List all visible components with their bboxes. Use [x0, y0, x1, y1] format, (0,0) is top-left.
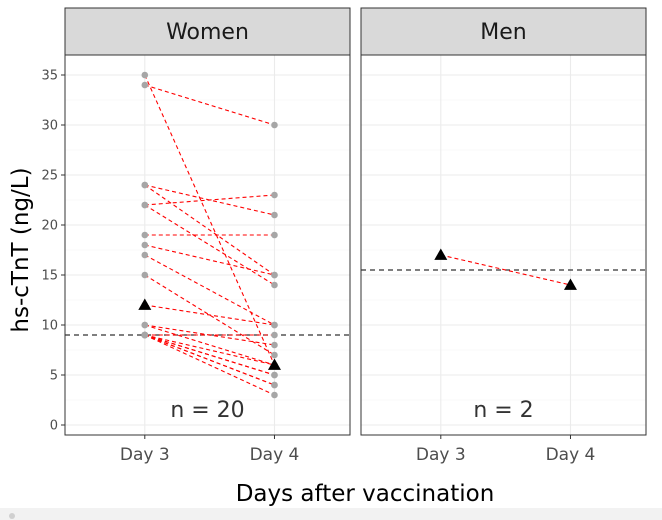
paired-line — [144, 274, 275, 356]
paired-line — [144, 84, 275, 126]
data-point — [141, 251, 149, 259]
x-axis-title: Days after vaccination — [236, 481, 495, 507]
sample-size-label: n = 2 — [473, 398, 533, 423]
paired-line — [144, 194, 275, 206]
data-point — [271, 211, 278, 219]
y-axis-title: hs-cTnT (ng/L) — [8, 167, 34, 332]
paired-line — [144, 184, 275, 276]
facet-strip — [360, 7, 647, 56]
x-tick-label: Day 4 — [546, 445, 596, 465]
x-tick-label: Day 3 — [120, 445, 170, 465]
footer-dot — [9, 513, 15, 519]
data-point — [271, 341, 278, 349]
data-point — [271, 191, 278, 199]
data-point — [141, 331, 149, 339]
facet-strip-label: Men — [480, 20, 526, 45]
data-point — [271, 321, 278, 329]
y-tick-label: 25 — [41, 169, 58, 184]
data-point — [271, 121, 278, 129]
sample-size-label: n = 20 — [170, 398, 244, 423]
mean-marker — [138, 298, 152, 310]
data-point — [271, 331, 278, 339]
mean-marker — [267, 358, 281, 370]
paired-line — [144, 334, 275, 386]
facet-strip — [64, 7, 351, 56]
y-tick-label: 20 — [41, 219, 58, 234]
y-tick-label: 0 — [50, 419, 58, 434]
panels-layer: Women n = 20 Day 3 Day 4 0 5 10 15 20 25 30 35 Men n … — [41, 7, 647, 465]
data-point — [271, 391, 278, 399]
y-tick-label: 10 — [41, 319, 58, 334]
y-tick-label: 15 — [41, 269, 58, 284]
data-point — [141, 231, 149, 239]
data-point — [271, 381, 278, 389]
data-point — [271, 371, 278, 379]
panel-women: Women n = 20 Day 3 Day 4 0 5 10 15 20 25 30 35 — [41, 7, 351, 465]
panel-men: Men n = 2 Day 3 Day 4 — [360, 7, 647, 465]
paired-line — [144, 324, 275, 366]
y-tick-label: 5 — [50, 369, 58, 384]
data-point — [141, 201, 149, 209]
facet-strip-label: Women — [166, 20, 249, 45]
paired-line — [144, 304, 275, 326]
data-point — [271, 231, 278, 239]
data-point — [271, 281, 278, 289]
data-point — [141, 321, 149, 329]
y-tick-label: 30 — [41, 119, 58, 134]
panel-background — [64, 54, 351, 436]
mean-marker — [563, 278, 577, 290]
data-point — [271, 351, 278, 359]
panel-border — [64, 54, 351, 436]
paired-line — [440, 254, 571, 286]
data-point — [271, 271, 278, 279]
mean-marker — [434, 248, 448, 260]
data-point — [141, 271, 149, 279]
data-point — [141, 181, 149, 189]
paired-line — [144, 254, 275, 326]
paired-line — [144, 334, 275, 396]
paired-line — [144, 334, 275, 376]
data-point — [141, 71, 149, 79]
data-point — [141, 241, 149, 249]
paired-line — [144, 244, 275, 276]
data-point — [141, 81, 149, 89]
x-tick-label: Day 3 — [416, 445, 466, 465]
paired-line — [144, 204, 275, 286]
paired-line — [144, 74, 275, 366]
paired-line — [144, 334, 275, 366]
x-tick-label: Day 4 — [250, 445, 300, 465]
footer-bar — [0, 508, 662, 520]
panel-background — [360, 54, 647, 436]
panel-border — [360, 54, 647, 436]
y-tick-label: 35 — [41, 69, 58, 84]
